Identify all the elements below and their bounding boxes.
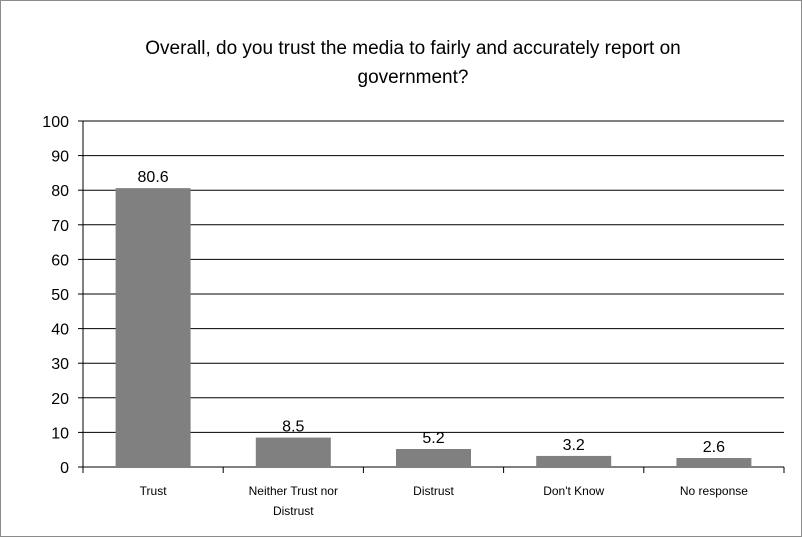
y-tick-label: 60 — [51, 252, 69, 269]
data-label: 8.5 — [282, 419, 304, 436]
chart-title-line-2: government? — [358, 67, 469, 88]
bar — [115, 188, 191, 467]
y-tick-label: 70 — [51, 218, 69, 235]
x-tick-label: Don't Know — [543, 484, 604, 498]
data-label: 5.2 — [422, 430, 444, 447]
y-tick-label: 100 — [42, 114, 69, 131]
data-label: 2.6 — [703, 439, 725, 456]
x-tick-label: Trust — [140, 484, 168, 498]
y-tick-label: 50 — [51, 287, 69, 304]
bar — [255, 437, 331, 467]
y-tick-label: 90 — [51, 149, 69, 166]
bars — [115, 188, 752, 467]
y-tick-label: 40 — [51, 322, 69, 339]
data-label: 80.6 — [138, 169, 169, 186]
x-tick-label: Neither Trust nor — [249, 484, 338, 498]
bar — [396, 449, 471, 467]
y-tick-labels: 0 10 20 30 40 50 60 70 80 90 100 — [42, 114, 69, 477]
chart-title: Overall, do you trust the media to fairl… — [145, 38, 680, 88]
chart-title-line-1: Overall, do you trust the media to fairl… — [145, 38, 680, 59]
y-tick-label: 20 — [51, 391, 69, 408]
bar — [676, 458, 752, 467]
data-labels: 80.6 8.5 5.2 3.2 2.6 — [138, 169, 726, 456]
x-tick-labels: Trust Neither Trust nor Distrust Distrust Do… — [140, 484, 749, 518]
x-tick-label: Distrust — [413, 484, 454, 498]
y-tick-label: 30 — [51, 356, 69, 373]
y-tick-label: 0 — [60, 460, 69, 477]
y-tick-label: 10 — [51, 425, 69, 442]
data-label: 3.2 — [563, 437, 585, 454]
x-tick-label: No response — [680, 484, 748, 498]
bar — [536, 455, 612, 467]
x-tick-label: Distrust — [273, 504, 314, 518]
y-tick-label: 80 — [51, 183, 69, 200]
gridlines — [83, 120, 784, 433]
